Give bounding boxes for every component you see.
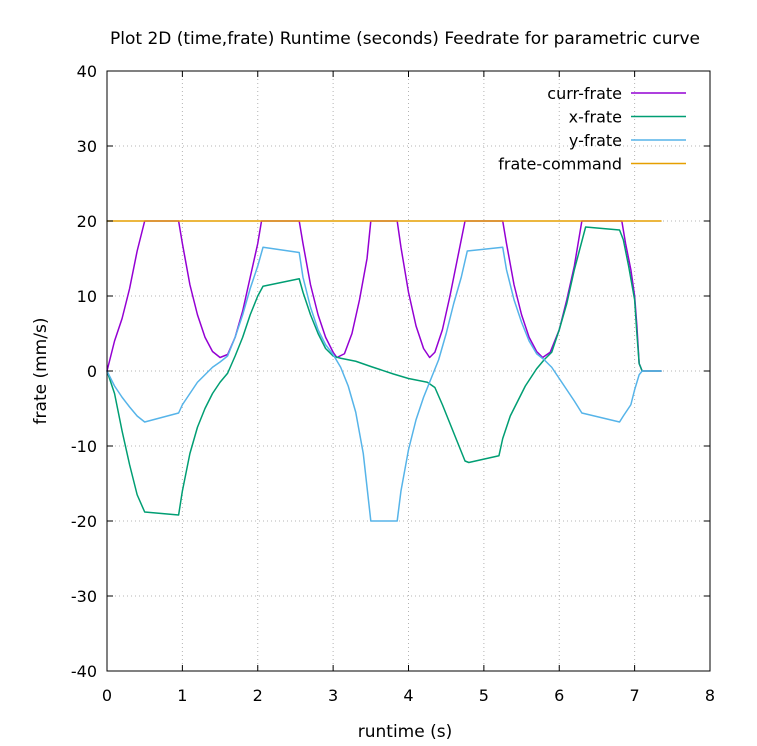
x-tick-label: 7 <box>630 686 640 705</box>
series-line-y-frate <box>106 246 662 522</box>
y-tick-label: 30 <box>77 137 97 156</box>
y-axis-label: frate (mm/s) <box>31 318 51 425</box>
y-tick-label: -40 <box>71 662 97 681</box>
y-tick-label: 0 <box>87 362 97 381</box>
x-tick-label: 5 <box>479 686 489 705</box>
legend-label-y-frate: y-frate <box>569 131 622 150</box>
chart-title: Plot 2D (time,frate) Runtime (seconds) F… <box>110 29 700 49</box>
x-tick-label: 4 <box>403 686 413 705</box>
legend-label-curr-frate: curr-frate <box>547 84 622 103</box>
x-tick-label: 2 <box>253 686 263 705</box>
series-line-x-frate <box>106 226 662 516</box>
y-tick-label: 10 <box>77 287 97 306</box>
x-tick-label: 8 <box>705 686 715 705</box>
series-line-curr-frate <box>106 220 662 372</box>
x-tick-label: 6 <box>554 686 564 705</box>
y-tick-label: 40 <box>77 62 97 81</box>
y-tick-label: -30 <box>71 587 97 606</box>
x-axis-label: runtime (s) <box>358 722 452 742</box>
legend-label-x-frate: x-frate <box>569 108 622 127</box>
legend-label-frate-command: frate-command <box>498 155 622 174</box>
y-tick-label: 20 <box>77 212 97 231</box>
x-tick-label: 0 <box>102 686 112 705</box>
series-lines <box>106 220 662 522</box>
x-tick-label: 1 <box>177 686 187 705</box>
y-tick-label: -20 <box>71 512 97 531</box>
x-tick-label: 3 <box>328 686 338 705</box>
axis-ticks: 0 1 2 3 4 5 6 7 8 -40 -30 -20 -10 0 10 20 30 40 <box>71 62 715 705</box>
y-tick-label: -10 <box>71 437 97 456</box>
legend: curr-frate x-frate y-frate frate-command <box>498 84 686 174</box>
